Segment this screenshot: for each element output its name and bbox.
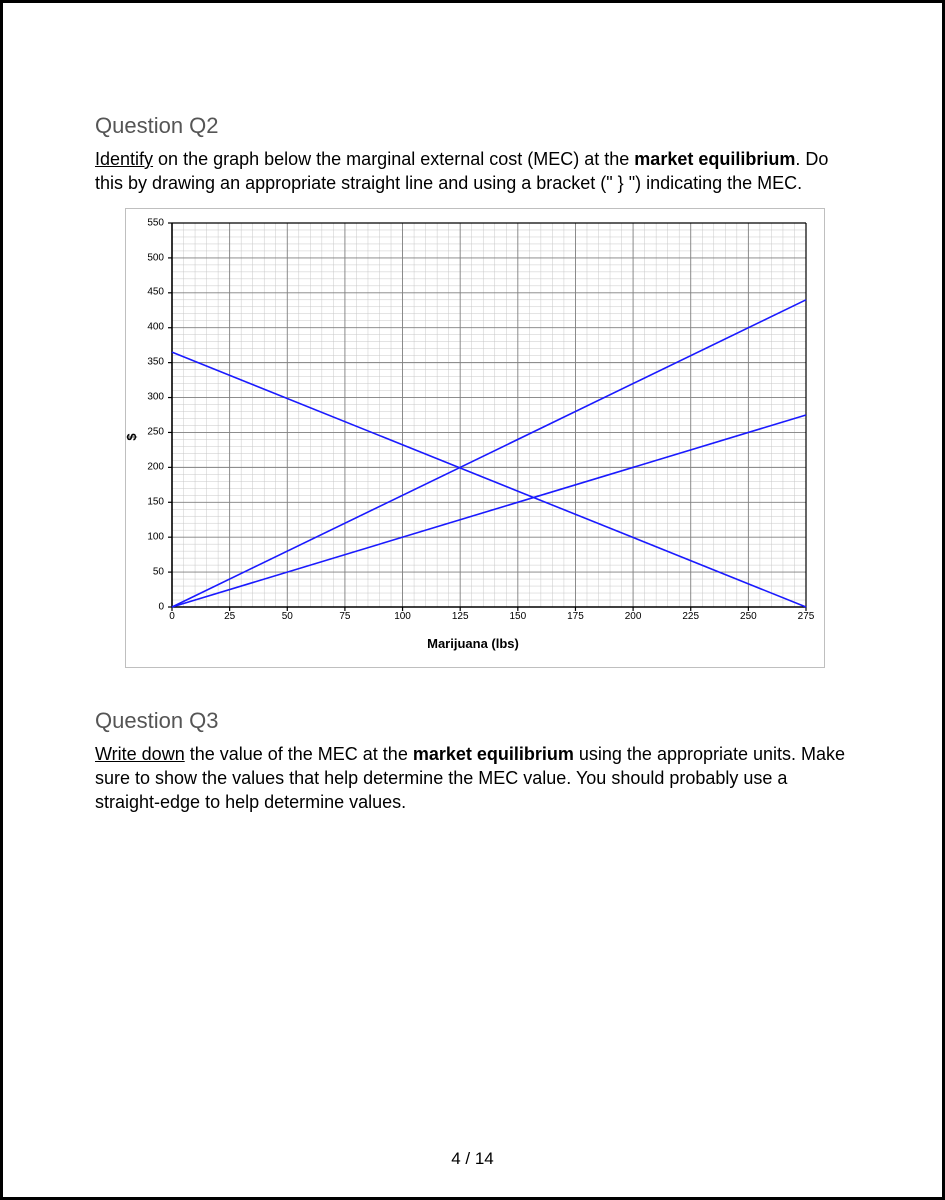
x-tick-label: 75 bbox=[339, 611, 350, 622]
y-tick-label: 50 bbox=[153, 566, 164, 577]
q3-lead: Write down bbox=[95, 744, 185, 764]
x-tick-label: 200 bbox=[625, 611, 642, 622]
x-tick-label: 25 bbox=[224, 611, 235, 622]
question-q3: Question Q3 Write down the value of the … bbox=[95, 708, 850, 815]
x-tick-label: 125 bbox=[452, 611, 469, 622]
y-tick-label: 350 bbox=[147, 357, 164, 368]
chart-svg bbox=[172, 223, 806, 607]
x-axis-label: Marijuana (lbs) bbox=[427, 636, 519, 651]
y-tick-label: 0 bbox=[158, 601, 164, 612]
y-tick-label: 300 bbox=[147, 392, 164, 403]
y-tick-label: 100 bbox=[147, 531, 164, 542]
q2-lead: Identify bbox=[95, 149, 153, 169]
x-tick-label: 275 bbox=[798, 611, 815, 622]
q2-title: Question Q2 bbox=[95, 113, 850, 139]
y-tick-label: 250 bbox=[147, 427, 164, 438]
y-tick-label: 550 bbox=[147, 217, 164, 228]
q3-text-1: the value of the MEC at the bbox=[185, 744, 413, 764]
q2-text-1: on the graph below the marginal external… bbox=[153, 149, 634, 169]
chart-container: $ 050100150200250300350400450500550 0255… bbox=[125, 208, 825, 668]
x-tick-label: 50 bbox=[282, 611, 293, 622]
question-q2: Question Q2 Identify on the graph below … bbox=[95, 113, 850, 668]
q2-body: Identify on the graph below the marginal… bbox=[95, 147, 850, 196]
chart-inner: $ 050100150200250300350400450500550 0255… bbox=[132, 217, 814, 657]
page-number: 4 / 14 bbox=[451, 1149, 494, 1169]
q3-bold-1: market equilibrium bbox=[413, 744, 574, 764]
y-tick-label: 150 bbox=[147, 496, 164, 507]
y-tick-label: 200 bbox=[147, 461, 164, 472]
q3-title: Question Q3 bbox=[95, 708, 850, 734]
y-tick-label: 400 bbox=[147, 322, 164, 333]
x-axis-ticks: 0255075100125150175200225250275 bbox=[172, 611, 806, 627]
x-tick-label: 175 bbox=[567, 611, 584, 622]
x-tick-label: 100 bbox=[394, 611, 411, 622]
q2-bold-1: market equilibrium bbox=[634, 149, 795, 169]
y-tick-label: 450 bbox=[147, 287, 164, 298]
x-tick-label: 0 bbox=[169, 611, 175, 622]
x-tick-label: 225 bbox=[682, 611, 699, 622]
y-tick-label: 500 bbox=[147, 252, 164, 263]
q3-body: Write down the value of the MEC at the m… bbox=[95, 742, 850, 815]
document-page: Question Q2 Identify on the graph below … bbox=[0, 0, 945, 1200]
y-axis-ticks: 050100150200250300350400450500550 bbox=[132, 223, 168, 607]
x-tick-label: 150 bbox=[509, 611, 526, 622]
plot-area bbox=[172, 223, 806, 607]
x-tick-label: 250 bbox=[740, 611, 757, 622]
